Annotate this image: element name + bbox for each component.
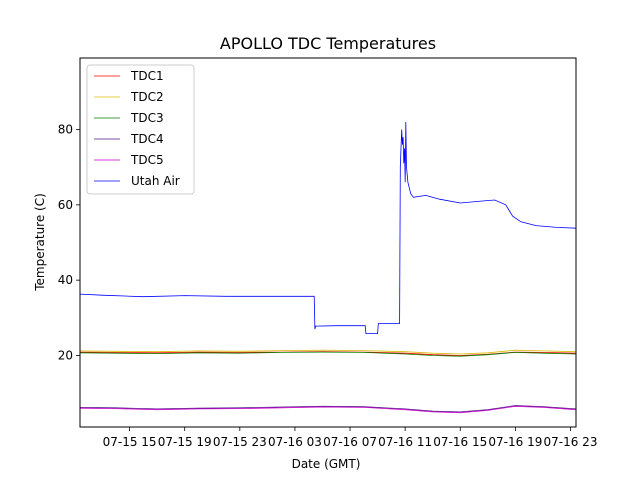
legend-label-3: TDC3 bbox=[130, 111, 164, 125]
x-tick-label: 07-15 19 bbox=[158, 435, 212, 449]
series-line-6 bbox=[79, 121, 577, 335]
y-tick-label: 20 bbox=[58, 348, 73, 362]
plot-frame bbox=[79, 57, 577, 428]
legend-label-4: TDC4 bbox=[130, 132, 164, 146]
legend-label-2: TDC2 bbox=[130, 90, 164, 104]
x-tick-label: 07-16 15 bbox=[433, 435, 487, 449]
y-tick-label: 60 bbox=[58, 198, 73, 212]
x-tick-label: 07-16 23 bbox=[544, 435, 598, 449]
y-axis: 20 40 60 80 bbox=[58, 123, 80, 362]
x-tick-label: 07-16 11 bbox=[378, 435, 432, 449]
series-layer bbox=[79, 121, 577, 414]
x-tick-label: 07-16 03 bbox=[268, 435, 322, 449]
x-axis: 07-15 15 07-15 19 07-15 23 07-16 03 07-16 07… bbox=[103, 427, 598, 449]
x-tick-label: 07-16 07 bbox=[323, 435, 377, 449]
x-tick-label: 07-16 19 bbox=[488, 435, 542, 449]
y-axis-label: Temperature (C) bbox=[33, 193, 47, 292]
series-line-2 bbox=[79, 349, 577, 355]
legend-label-1: TDC1 bbox=[130, 69, 164, 83]
y-tick-label: 80 bbox=[58, 123, 73, 137]
series-line-5 bbox=[79, 405, 577, 414]
x-axis-label: Date (GMT) bbox=[292, 457, 361, 471]
chart-title: APOLLO TDC Temperatures bbox=[220, 34, 436, 53]
legend-label-6: Utah Air bbox=[131, 174, 180, 188]
series-line-4 bbox=[79, 405, 577, 413]
y-tick-label: 40 bbox=[58, 273, 73, 287]
legend: TDC1 TDC2 TDC3 TDC4 TDC5 Utah Air bbox=[86, 64, 195, 195]
series-line-3 bbox=[79, 351, 577, 357]
legend-label-5: TDC5 bbox=[130, 153, 164, 167]
x-tick-label: 07-15 23 bbox=[213, 435, 267, 449]
x-tick-label: 07-15 15 bbox=[103, 435, 157, 449]
